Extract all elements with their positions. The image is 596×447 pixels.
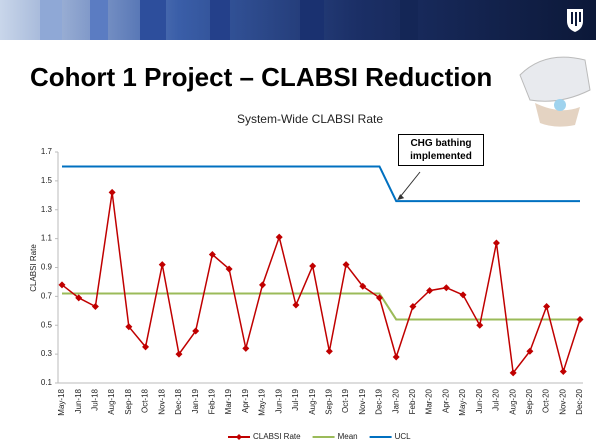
cloth-image: [519, 56, 591, 127]
data-point: [208, 251, 216, 259]
y-axis-label: CLABSI Rate: [29, 244, 38, 292]
data-point: [309, 262, 317, 270]
x-tick-label: Feb-19: [207, 388, 216, 414]
data-point: [359, 282, 367, 290]
y-tick-label: 1.3: [41, 205, 53, 214]
legend-label: CLABSI Rate: [253, 432, 301, 441]
legend-label: Mean: [338, 432, 358, 441]
x-tick-label: Jul-20: [492, 388, 501, 410]
x-tick-label: Jun-19: [274, 388, 283, 413]
series-line: [62, 165, 580, 203]
x-tick-label: May-20: [458, 388, 467, 415]
decor: [300, 0, 324, 40]
data-point: [492, 239, 500, 247]
x-tick-label: Oct-20: [542, 388, 551, 413]
data-point: [576, 315, 584, 323]
x-tick-label: Jan-19: [191, 388, 200, 413]
data-point: [442, 284, 450, 292]
y-tick-label: 0.9: [41, 263, 53, 272]
x-tick-label: Jul-19: [291, 388, 300, 410]
x-tick-label: Mar-20: [425, 388, 434, 414]
data-point: [342, 261, 350, 269]
data-point: [543, 302, 551, 310]
x-tick-label: Feb-20: [408, 388, 417, 414]
x-tick-label: Mar-19: [224, 388, 233, 414]
data-point: [509, 369, 517, 377]
data-point: [158, 261, 166, 269]
legend-label: UCL: [395, 432, 412, 441]
data-point: [175, 350, 183, 358]
data-point: [459, 291, 467, 299]
annotation-arrow: [398, 171, 421, 199]
data-point: [375, 294, 383, 302]
x-tick-label: May-18: [57, 388, 66, 415]
x-tick-label: Sep-18: [124, 388, 133, 414]
slide-title: Cohort 1 Project – CLABSI Reduction: [30, 62, 493, 92]
x-tick-label: Oct-18: [141, 388, 150, 413]
x-tick-label: Jul-18: [91, 388, 100, 410]
series-line: [62, 292, 580, 321]
y-tick-label: 0.1: [41, 378, 53, 387]
decor: [210, 0, 230, 40]
data-point: [242, 344, 250, 352]
data-point: [476, 321, 484, 329]
legend-marker: [236, 434, 242, 440]
x-tick-label: Aug-20: [508, 388, 517, 414]
y-tick-label: 0.5: [41, 320, 53, 329]
annotation-arrowhead: [397, 194, 405, 201]
header-band: [0, 0, 596, 40]
x-tick-label: Dec-19: [375, 388, 384, 414]
data-point: [225, 265, 233, 273]
data-point: [526, 347, 534, 355]
y-tick-label: 1.5: [41, 176, 53, 185]
x-tick-label: May-19: [258, 388, 267, 415]
data-point: [192, 327, 200, 335]
data-point: [559, 367, 567, 375]
x-tick-label: Jun-18: [74, 388, 83, 413]
chart-title: System-Wide CLABSI Rate: [237, 112, 383, 126]
decor: [140, 0, 166, 40]
decor: [40, 0, 62, 40]
x-tick-label: Jun-20: [475, 388, 484, 413]
legend: CLABSI Rate Mean UCL: [228, 432, 411, 441]
x-tick-label: Sep-20: [525, 388, 534, 414]
data-point: [409, 302, 417, 310]
data-point: [108, 188, 116, 196]
y-tick-label: 0.7: [41, 291, 53, 300]
data-point: [142, 343, 150, 351]
data-point: [125, 323, 133, 331]
annotation: CHG bathing implemented: [398, 134, 484, 166]
x-tick-label: Apr-20: [441, 388, 450, 413]
y-tick-label: 1.7: [41, 147, 53, 156]
data-point: [426, 287, 434, 295]
data-point: [91, 302, 99, 310]
x-tick-label: Dec-18: [174, 388, 183, 414]
data-point: [325, 347, 333, 355]
x-tick-label: Nov-20: [558, 388, 567, 414]
logo: [567, 9, 583, 32]
x-tick-label: Aug-19: [308, 388, 317, 414]
y-tick-label: 0.3: [41, 349, 53, 358]
x-tick-label: Nov-19: [358, 388, 367, 414]
x-tick-label: Oct-19: [341, 388, 350, 413]
x-tick-label: Nov-18: [157, 388, 166, 414]
x-tick-label: Dec-20: [575, 388, 584, 414]
decor: [400, 0, 418, 40]
x-tick-label: Aug-18: [107, 388, 116, 414]
data-point: [292, 301, 300, 309]
x-tick-label: Jan-20: [391, 388, 400, 413]
data-point: [392, 353, 400, 361]
series-line: [61, 192, 581, 375]
y-tick-label: 1.1: [41, 234, 53, 243]
data-point: [58, 281, 66, 289]
x-tick-label: Sep-19: [324, 388, 333, 414]
decor: [90, 0, 108, 40]
data-point: [75, 294, 83, 302]
data-point: [275, 233, 283, 241]
x-tick-label: Apr-19: [241, 388, 250, 413]
data-point: [259, 281, 267, 289]
